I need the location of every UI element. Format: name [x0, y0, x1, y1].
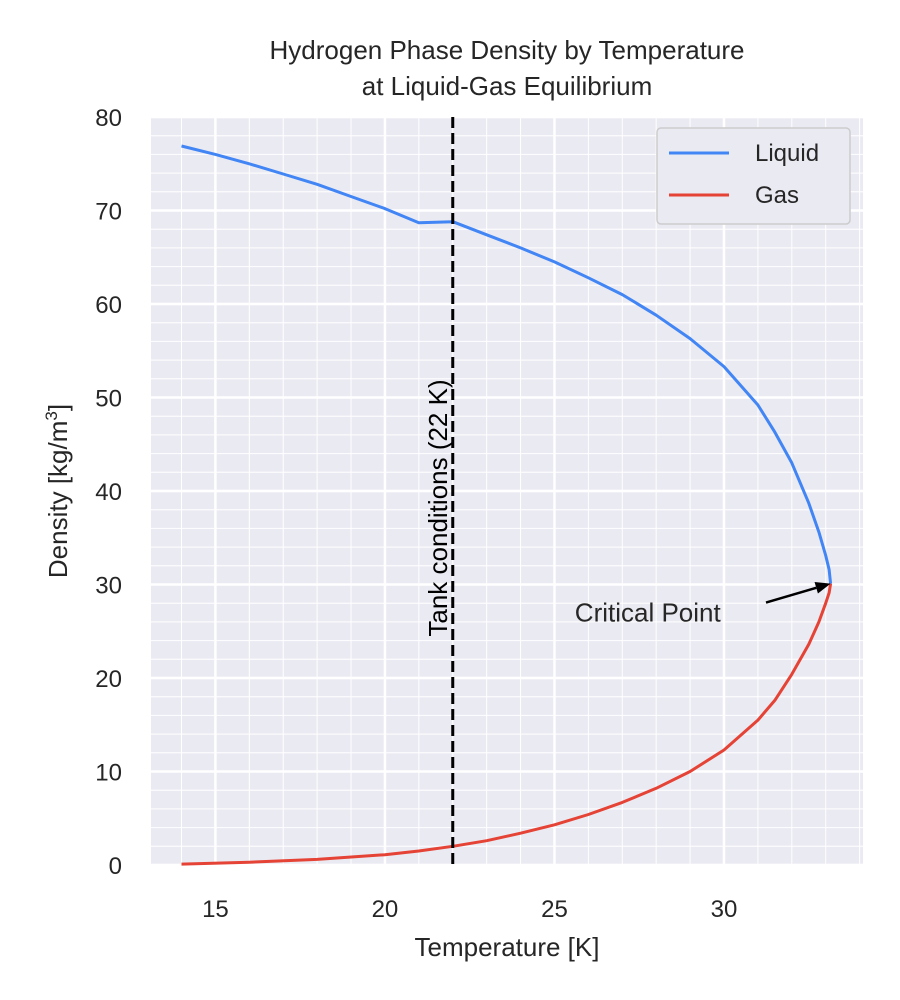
chart-title-line1: Hydrogen Phase Density by Temperature: [270, 35, 745, 65]
y-axis-label-end: ]: [43, 404, 73, 411]
y-axis-label-sup: 3: [42, 411, 61, 420]
series-line-gas: [181, 583, 833, 866]
legend-gas-label: Gas: [755, 182, 799, 209]
y-axis-label-main: Density [kg/m: [43, 421, 73, 579]
y-tick-label: 60: [95, 292, 122, 319]
critical-point-label: Critical Point: [575, 598, 722, 628]
x-tick-label: 15: [202, 896, 229, 923]
y-tick-label: 30: [95, 573, 122, 600]
x-tick-label: 25: [541, 896, 568, 923]
legend-box: [656, 127, 851, 225]
grid: [151, 115, 863, 867]
legend: Liquid Gas: [656, 127, 851, 225]
chart-title-line2: at Liquid-Gas Equilibrium: [362, 71, 652, 101]
y-tick-label: 20: [95, 666, 122, 693]
y-axis-label: Density [kg/m3]: [42, 404, 73, 578]
tick-labels: 15 20 25 30 0 10 20 30 40 50 60 70 80: [95, 105, 737, 923]
y-tick-label: 10: [95, 760, 122, 787]
y-tick-label: 80: [95, 105, 122, 132]
series-line-liquid: [181, 144, 833, 584]
vline-label: Tank conditions (22 K): [423, 379, 453, 636]
series-lines: [181, 144, 833, 866]
legend-liquid-label: Liquid: [755, 140, 819, 167]
critical-point-annotation: Critical Point: [575, 582, 831, 628]
x-tick-label: 20: [372, 896, 399, 923]
y-tick-label: 40: [95, 479, 122, 506]
annotation-arrow-line: [765, 586, 817, 604]
x-axis-label: Temperature [K]: [415, 932, 600, 962]
y-tick-label: 0: [109, 853, 122, 880]
x-tick-label: 30: [711, 896, 738, 923]
tank-conditions-line: Tank conditions (22 K): [423, 117, 455, 865]
y-tick-label: 50: [95, 386, 122, 413]
y-tick-label: 70: [95, 199, 122, 226]
annotation-arrow-head: [814, 582, 831, 594]
